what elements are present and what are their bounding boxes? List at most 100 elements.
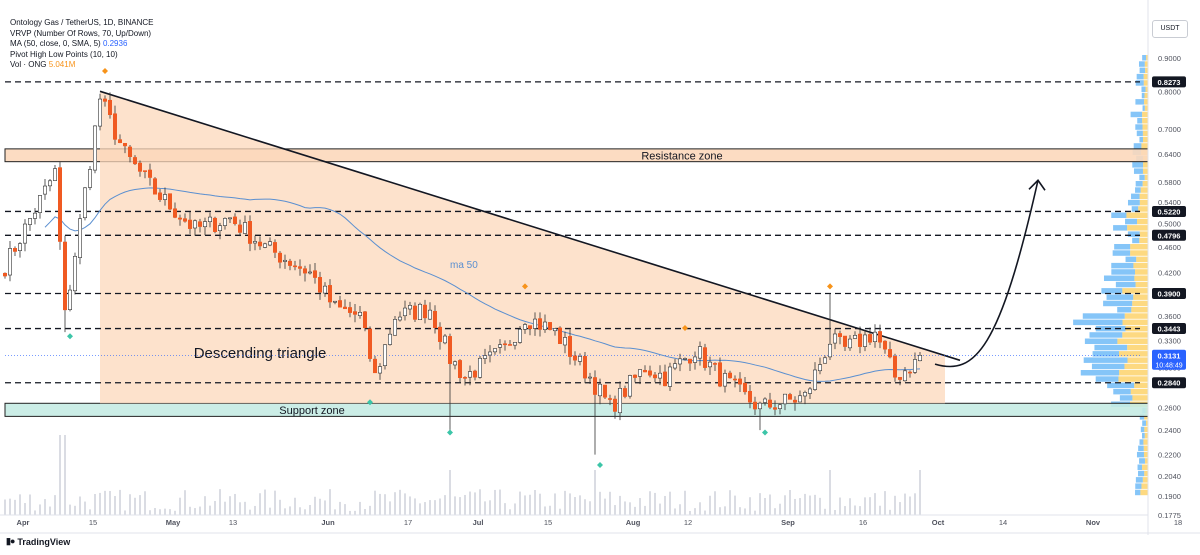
volume-bar xyxy=(474,492,476,515)
price-axis[interactable]: 0.9000 0.8000 0.7000 0.6400 0.5800 0.5400 0.50… xyxy=(1147,0,1200,535)
candle-up xyxy=(382,344,387,366)
candle-up xyxy=(427,309,432,320)
price-tick-label: 0.8000 xyxy=(1158,87,1181,96)
vrvp-up-bar xyxy=(1131,193,1140,200)
vrvp-up-bar xyxy=(1137,464,1143,470)
candle-down xyxy=(128,146,133,157)
vrvp-down-bar xyxy=(1130,250,1148,256)
legend-pivot[interactable]: Pivot High Low Points (10, 10) xyxy=(10,49,118,59)
volume-bar xyxy=(314,496,316,515)
candle-down xyxy=(62,241,67,311)
vrvp-down-bar xyxy=(1144,433,1148,439)
vrvp-down-bar xyxy=(1138,206,1148,212)
candle-down xyxy=(867,334,872,343)
legend-vol[interactable]: Vol · ONG 5.041M xyxy=(10,60,153,71)
vrvp-down-bar xyxy=(1134,275,1148,281)
price-label-countdown: 10:48:49 xyxy=(1155,362,1182,369)
price-tick-label: 0.3300 xyxy=(1158,336,1181,345)
time-tick-label: 15 xyxy=(89,518,97,527)
candle-up xyxy=(522,324,527,330)
legend-ma[interactable]: MA (50, close, 0, SMA, 5) 0.2936 xyxy=(10,39,153,50)
volume-bar xyxy=(514,503,516,515)
volume-bar xyxy=(709,495,711,515)
vrvp-up-bar xyxy=(1114,244,1131,250)
volume-bar xyxy=(744,508,746,515)
vrvp-up-bar xyxy=(1141,92,1145,99)
tradingview-brand[interactable]: ▮● TradingView xyxy=(6,536,70,547)
candle-up xyxy=(83,187,88,219)
candle-down xyxy=(372,358,377,374)
pivot-points xyxy=(67,67,833,469)
candle-up xyxy=(397,316,402,321)
vrvp-down-bar xyxy=(1144,174,1148,181)
candle-up xyxy=(682,358,687,360)
candle-up xyxy=(617,388,622,414)
vrvp-down-bar xyxy=(1144,92,1148,99)
candle-down xyxy=(158,192,163,200)
candle-down xyxy=(362,311,367,329)
vrvp-down-bar xyxy=(1140,489,1148,496)
candle-down xyxy=(352,311,357,315)
currency-button[interactable]: USDT xyxy=(1152,20,1188,38)
volume-bar xyxy=(654,492,656,515)
candle-down xyxy=(13,248,18,252)
candle-down xyxy=(642,369,647,373)
vrvp-up-bar xyxy=(1106,294,1134,300)
time-tick-label: 18 xyxy=(1174,518,1182,527)
vrvp-up-bar xyxy=(1132,162,1144,168)
candle-up xyxy=(902,370,907,382)
candle-up xyxy=(762,398,767,403)
volume-bar xyxy=(814,494,816,515)
pivot-high-marker xyxy=(102,67,108,74)
time-axis[interactable]: Apr 15 May 13 Jun 17 Jul 15 Aug 12 Sep 16 Oct 14 Nov 18 xyxy=(0,514,1200,534)
candle-down xyxy=(737,378,742,385)
volume-bar xyxy=(634,506,636,515)
legend-vol-value: 5.041M xyxy=(48,60,76,69)
legend-vrvp[interactable]: VRVP (Number Of Rows, 70, Up/Down) xyxy=(10,28,152,38)
candle-down xyxy=(772,407,777,410)
volume-bar xyxy=(434,500,436,515)
legend-symbol[interactable]: Ontology Gas / TetherUS, 1D, BINANCE xyxy=(10,18,154,27)
volume-bars xyxy=(4,435,921,515)
volume-bar xyxy=(894,495,896,515)
volume-bar xyxy=(904,493,906,515)
volume-bar xyxy=(579,495,581,515)
volume-bar xyxy=(674,508,676,515)
volume-bar xyxy=(354,510,356,515)
candle-down xyxy=(113,113,118,140)
vrvp-down-bar xyxy=(1118,351,1148,357)
vrvp-down-bar xyxy=(1144,458,1148,464)
candle-down xyxy=(148,169,153,178)
volume-bar xyxy=(69,504,71,515)
vrvp-down-bar xyxy=(1144,61,1148,67)
candle-up xyxy=(52,168,57,181)
volume-bar xyxy=(64,435,66,515)
volume-bar xyxy=(849,498,851,515)
candle-down xyxy=(238,224,243,233)
volume-bar xyxy=(464,494,466,515)
volume-bar xyxy=(99,492,101,515)
volume-bar xyxy=(349,510,351,515)
volume-bar xyxy=(524,495,526,515)
vrvp-up-bar xyxy=(1138,61,1145,67)
vrvp-down-bar xyxy=(1127,344,1148,351)
volume-bar xyxy=(799,498,801,515)
volume-bar xyxy=(359,501,361,515)
resistance-zone-label: Resistance zone xyxy=(641,150,722,162)
candle-up xyxy=(497,344,502,348)
vrvp-up-bar xyxy=(1135,124,1143,130)
projection-arrow xyxy=(934,179,1046,368)
candle-up xyxy=(822,357,827,364)
volume-bar xyxy=(109,490,111,515)
vrvp-down-bar xyxy=(1126,212,1148,218)
candle-down xyxy=(767,399,772,408)
candle-down xyxy=(292,265,297,268)
volume-bar xyxy=(869,497,871,515)
vrvp-up-bar xyxy=(1135,489,1141,496)
price-label-box xyxy=(1152,229,1186,241)
vrvp-down-bar xyxy=(1122,288,1148,294)
vrvp-up-bar xyxy=(1138,445,1144,452)
candle-up xyxy=(417,303,422,320)
volume-bar xyxy=(169,509,171,515)
